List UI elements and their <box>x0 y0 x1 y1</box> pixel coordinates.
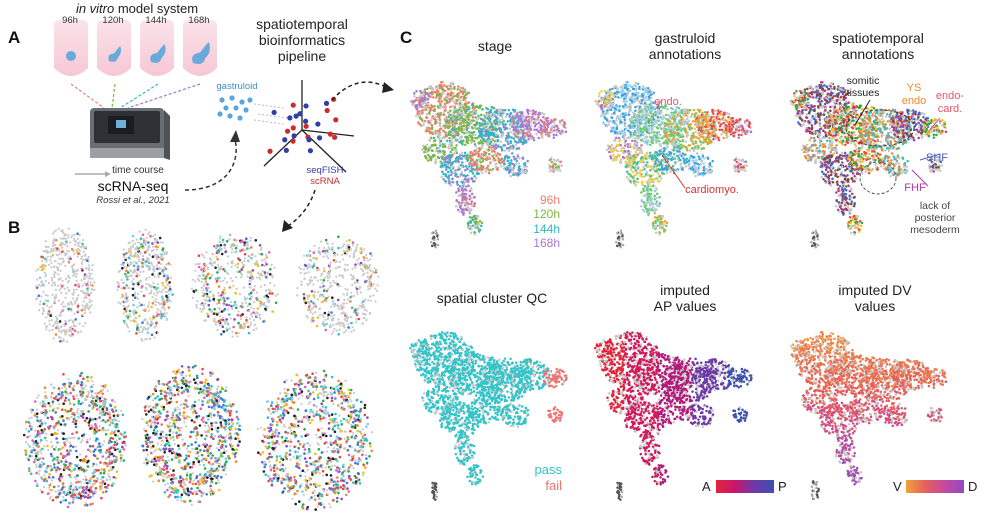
title-spatiotemporal-annotations: spatiotemporal annotations <box>808 30 948 62</box>
title-imputed-ap-line2: AP values <box>653 298 717 315</box>
stage-legend-144h: 144h <box>533 221 560 236</box>
citation-label: Rossi et al., 2021 <box>96 195 170 206</box>
stage-legend-96h: 96h <box>539 193 560 207</box>
title-imputed-dv-line1: imputed DV <box>838 282 912 298</box>
ap-scale-left-label: A <box>702 479 711 494</box>
panel-label-b: B <box>8 218 21 237</box>
qc-legend-fail: fail <box>545 478 562 494</box>
scrna-seq-label: scRNA-seq <box>97 178 169 194</box>
label-somitic-line2: tissues <box>846 87 880 100</box>
title-gastruloid-annotations-line1: gastruloid <box>654 30 716 46</box>
ap-scale-right-label: P <box>778 479 787 494</box>
label-fhf: FHF <box>904 182 926 194</box>
gastruloid-cells-icon <box>217 95 289 125</box>
timepoint-120h: 120h <box>102 15 124 26</box>
label-ys-line1: YS <box>906 82 922 94</box>
dv-scale-right-label: D <box>968 479 978 494</box>
label-endo-card-line2: card. <box>937 102 963 115</box>
title-imputed-dv-line2: values <box>854 298 896 315</box>
label-shf: SHF <box>926 152 948 164</box>
curved-arrow-to-panel-c <box>331 81 394 101</box>
ap-colorbar <box>716 480 774 493</box>
qc-legend-pass: pass <box>534 462 562 477</box>
pipeline-title-line3: pipeline <box>277 48 327 65</box>
panel-label-a: A <box>8 28 21 47</box>
title-spatiotemporal-annotations-line2: annotations <box>841 46 915 63</box>
time-course-arrow <box>75 171 111 177</box>
timepoint-168h: 168h <box>188 15 210 26</box>
title-imputed-dv: imputed DV values <box>820 282 930 314</box>
stage-legend: 96h 120h 144h 168h <box>510 193 560 251</box>
panel-label-c: C <box>400 28 413 47</box>
umap-panels <box>409 81 948 501</box>
spatial-embryo-sections <box>22 227 380 511</box>
curved-arrow-scrna-to-pipeline <box>184 130 240 191</box>
gastruloid-label: gastruloid <box>216 81 258 92</box>
pipeline-title-line2: bioinformatics <box>258 32 346 49</box>
label-endo-card: endo- card. <box>926 90 974 115</box>
pipeline-title: spatiotemporal bioinformatics pipeline <box>242 16 362 64</box>
curved-arrow-to-panel-b <box>282 189 316 232</box>
timepoint-144h: 144h <box>145 15 167 26</box>
label-lack-line2: posterior <box>914 212 956 225</box>
dv-colorbar <box>906 480 964 493</box>
label-somitic-line1: somitic <box>846 75 880 87</box>
model-system-title-rest: model system <box>114 1 199 16</box>
pipeline-title-line1: spatiotemporal <box>256 16 348 32</box>
label-somitic-tissues: somitic tissues <box>833 75 893 99</box>
stage-legend-120h: 120h <box>533 207 560 222</box>
pipeline-3d-axes-icon <box>263 80 355 173</box>
model-system-title: in vitro model system <box>62 1 212 17</box>
gastruloid-wells-illustration <box>54 20 217 76</box>
qc-legend: pass fail <box>528 462 562 495</box>
model-system-title-italic: in vitro <box>75 1 115 16</box>
title-spatiotemporal-annotations-line1: spatiotemporal <box>832 30 924 46</box>
label-lack-line1: lack of <box>919 200 951 212</box>
title-stage: stage <box>477 38 513 54</box>
label-endo: endo. <box>654 96 682 108</box>
label-endo-card-line1: endo- <box>935 90 965 102</box>
scrna-small-label: scRNA <box>310 176 340 187</box>
title-gastruloid-annotations: gastruloid annotations <box>620 30 750 62</box>
title-spatial-qc: spatial cluster QC <box>436 290 548 306</box>
title-imputed-ap: imputed AP values <box>630 282 740 314</box>
stage-legend-168h: 168h <box>533 236 560 251</box>
dv-scale-left-label: V <box>893 479 902 494</box>
sequencer-machine-icon <box>70 83 201 160</box>
seqfish-label: seqFISH <box>306 165 344 176</box>
label-lack-line3: mesoderm <box>910 224 960 237</box>
label-cardiomyo: cardiomyo. <box>685 184 739 196</box>
title-imputed-ap-line1: imputed <box>660 282 710 298</box>
label-ys-line2: endo <box>901 94 927 107</box>
timepoint-96h: 96h <box>62 15 78 26</box>
label-ys-endo: YS endo <box>894 82 934 107</box>
label-lack-posterior-mesoderm: lack of posterior mesoderm <box>900 200 970 236</box>
time-course-label: time course <box>112 165 164 176</box>
title-gastruloid-annotations-line2: annotations <box>648 46 722 63</box>
